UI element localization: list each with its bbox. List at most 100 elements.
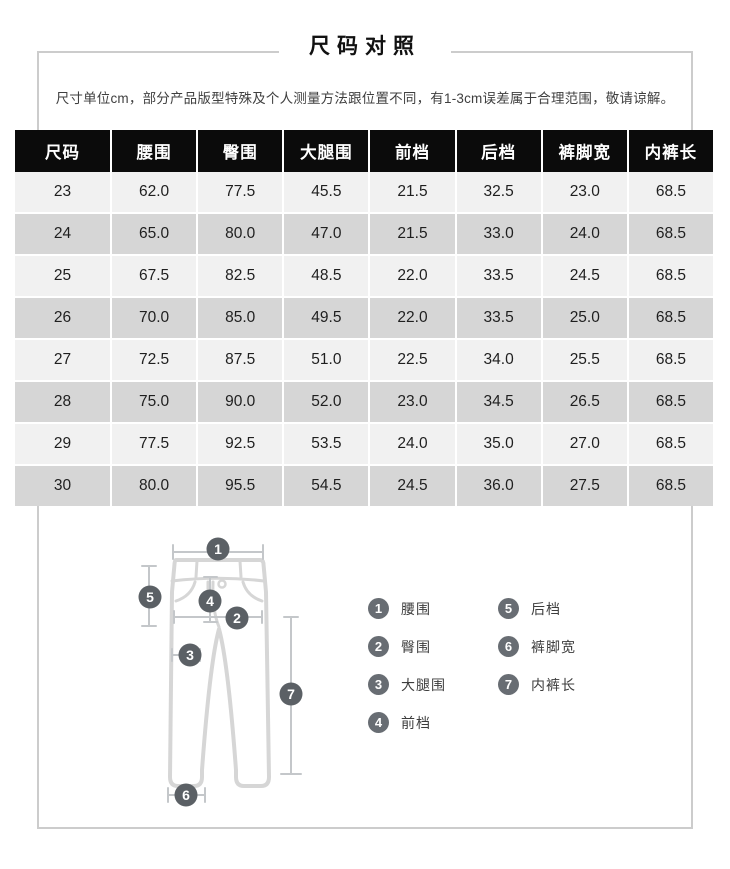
table-cell: 35.0 [456, 424, 541, 464]
table-header-cell: 裤脚宽 [542, 130, 627, 172]
legend-number-badge: 7 [498, 674, 519, 695]
table-cell: 92.5 [198, 424, 283, 464]
table-cell: 25.0 [542, 298, 627, 338]
table-cell: 90.0 [198, 382, 283, 422]
table-cell: 68.5 [628, 256, 713, 296]
table-cell: 36.0 [456, 466, 541, 506]
table-cell: 95.5 [198, 466, 283, 506]
table-cell: 54.5 [284, 466, 369, 506]
table-cell: 80.0 [112, 466, 197, 506]
table-cell: 77.5 [112, 424, 197, 464]
table-cell: 68.5 [628, 340, 713, 380]
table-cell: 25.5 [542, 340, 627, 380]
table-header-cell: 内裤长 [628, 130, 713, 172]
table-cell: 22.5 [370, 340, 455, 380]
svg-text:7: 7 [287, 686, 295, 702]
table-header-cell: 前档 [370, 130, 455, 172]
legend-item-7: 7 内裤长 [498, 674, 576, 695]
table-cell: 25 [15, 256, 110, 296]
measurement-legend-col-2: 5 后档 6 裤脚宽 7 内裤长 [498, 598, 576, 695]
table-header-cell: 后档 [456, 130, 541, 172]
table-header-cell: 大腿围 [284, 130, 369, 172]
table-cell: 28 [15, 382, 110, 422]
legend-number-badge: 3 [368, 674, 389, 695]
marker-5: 5 [138, 585, 162, 609]
pants-diagram: 1 2 3 4 5 6 7 [138, 537, 303, 807]
table-cell: 33.5 [456, 256, 541, 296]
table-cell: 32.5 [456, 172, 541, 212]
table-cell: 68.5 [628, 214, 713, 254]
legend-label: 腰围 [401, 600, 431, 617]
table-cell: 22.0 [370, 256, 455, 296]
table-cell: 23.0 [542, 172, 627, 212]
table-cell: 82.5 [198, 256, 283, 296]
legend-label: 后档 [531, 600, 561, 617]
table-cell: 30 [15, 466, 110, 506]
table-cell: 24 [15, 214, 110, 254]
diagram-markers: 1 2 3 4 5 6 7 [138, 537, 303, 807]
legend-number-badge: 4 [368, 712, 389, 733]
legend-number-badge: 6 [498, 636, 519, 657]
table-cell: 45.5 [284, 172, 369, 212]
size-note: 尺寸单位cm，部分产品版型特殊及个人测量方法跟位置不同，有1-3cm误差属于合理… [55, 91, 675, 106]
table-cell: 27.0 [542, 424, 627, 464]
legend-number-badge: 1 [368, 598, 389, 619]
measure-lines [141, 544, 302, 803]
table-header-cell: 腰围 [112, 130, 197, 172]
table-cell: 67.5 [112, 256, 197, 296]
legend-item-4: 4 前档 [368, 712, 446, 733]
legend-item-3: 3 大腿围 [368, 674, 446, 695]
legend-item-2: 2 臀围 [368, 636, 446, 657]
table-cell: 87.5 [198, 340, 283, 380]
table-cell: 68.5 [628, 298, 713, 338]
table-cell: 24.5 [542, 256, 627, 296]
legend-item-6: 6 裤脚宽 [498, 636, 576, 657]
marker-3: 3 [178, 643, 202, 667]
table-cell: 68.5 [628, 172, 713, 212]
svg-text:5: 5 [146, 589, 154, 605]
marker-2: 2 [225, 606, 249, 630]
table-cell: 26.5 [542, 382, 627, 422]
measurement-legend-col-1: 1 腰围 2 臀围 3 大腿围 4 前档 [368, 598, 446, 733]
table-cell: 29 [15, 424, 110, 464]
table-cell: 49.5 [284, 298, 369, 338]
table-cell: 75.0 [112, 382, 197, 422]
table-cell: 65.0 [112, 214, 197, 254]
legend-item-1: 1 腰围 [368, 598, 446, 619]
table-cell: 77.5 [198, 172, 283, 212]
legend-number-badge: 2 [368, 636, 389, 657]
table-cell: 22.0 [370, 298, 455, 338]
table-cell: 21.5 [370, 214, 455, 254]
table-cell: 27 [15, 340, 110, 380]
table-cell: 24.0 [542, 214, 627, 254]
table-cell: 27.5 [542, 466, 627, 506]
legend-item-5: 5 后档 [498, 598, 576, 619]
table-cell: 80.0 [198, 214, 283, 254]
table-cell: 23.0 [370, 382, 455, 422]
table-cell: 85.0 [198, 298, 283, 338]
marker-7: 7 [279, 682, 303, 706]
marker-6: 6 [174, 783, 198, 807]
legend-label: 前档 [401, 714, 431, 731]
table-cell: 34.5 [456, 382, 541, 422]
legend-label: 臀围 [401, 638, 431, 655]
table-cell: 33.0 [456, 214, 541, 254]
table-cell: 68.5 [628, 466, 713, 506]
table-cell: 52.0 [284, 382, 369, 422]
svg-text:1: 1 [214, 541, 222, 557]
table-cell: 34.0 [456, 340, 541, 380]
table-cell: 68.5 [628, 424, 713, 464]
table-cell: 21.5 [370, 172, 455, 212]
table-header-cell: 臀围 [198, 130, 283, 172]
table-cell: 51.0 [284, 340, 369, 380]
table-cell: 68.5 [628, 382, 713, 422]
table-cell: 24.0 [370, 424, 455, 464]
table-cell: 33.5 [456, 298, 541, 338]
size-table: 尺码 腰围 臀围 大腿围 前档 后档 裤脚宽 内裤长 23 62.0 77.5 45.5 21.5 32.… [15, 130, 713, 506]
legend-label: 大腿围 [401, 676, 446, 693]
table-cell: 26 [15, 298, 110, 338]
marker-1: 1 [206, 537, 230, 561]
table-cell: 47.0 [284, 214, 369, 254]
marker-4: 4 [198, 589, 222, 613]
legend-number-badge: 5 [498, 598, 519, 619]
